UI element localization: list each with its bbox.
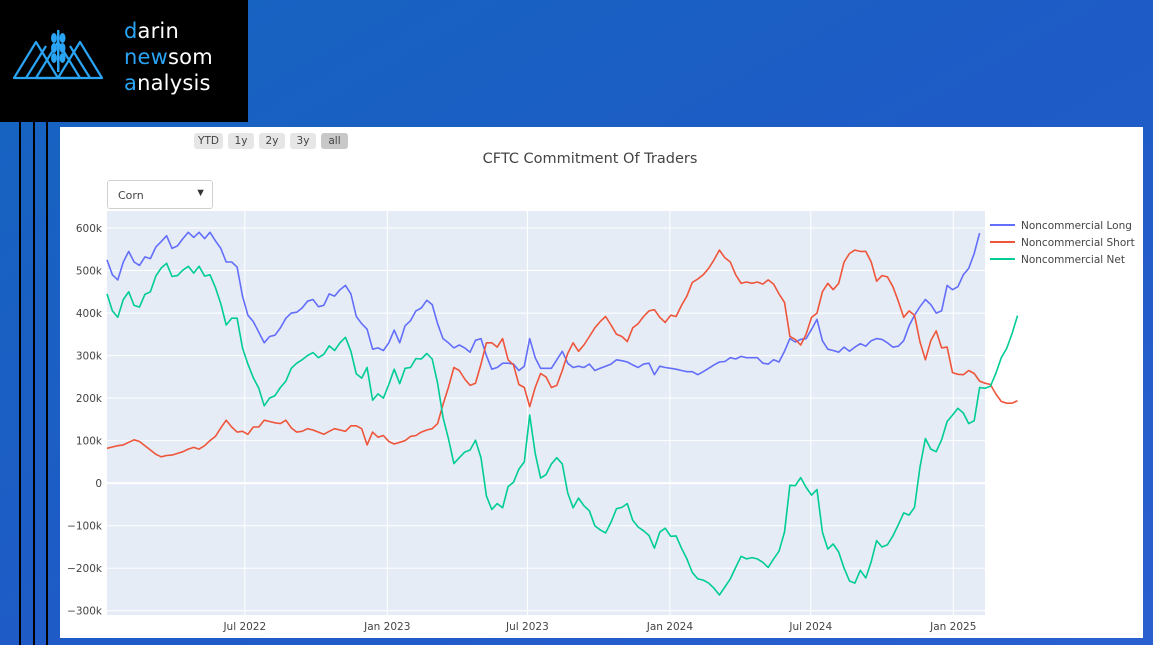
brand-logo: darin newsom analysis bbox=[0, 0, 248, 122]
y-tick-label: 200k bbox=[76, 393, 103, 405]
chart-title: CFTC Commitment Of Traders bbox=[482, 151, 698, 167]
legend-label[interactable]: Noncommercial Short bbox=[1021, 237, 1135, 249]
series-line[interactable] bbox=[106, 262, 1019, 596]
chart-panel: YTD 1y 2y 3y all CFTC Commitment Of Trad… bbox=[60, 127, 1143, 638]
x-tick-label: Jul 2023 bbox=[505, 621, 549, 633]
legend-label[interactable]: Noncommercial Net bbox=[1021, 254, 1125, 266]
dropdown-selected-value: Corn bbox=[118, 189, 144, 202]
y-tick-label: 400k bbox=[76, 308, 103, 320]
y-tick-label: 0 bbox=[95, 478, 102, 490]
x-tick-label: Jan 2024 bbox=[646, 621, 694, 633]
range-button-2y[interactable]: 2y bbox=[259, 133, 285, 149]
range-button-3y[interactable]: 3y bbox=[290, 133, 316, 149]
brand-wordmark: darin newsom analysis bbox=[124, 19, 213, 95]
y-tick-label: 300k bbox=[76, 351, 103, 363]
y-tick-label: 100k bbox=[76, 436, 103, 448]
series-line[interactable] bbox=[106, 231, 981, 376]
x-tick-label: Jan 2023 bbox=[363, 621, 410, 633]
caret-down-icon: ▼ bbox=[195, 187, 206, 199]
range-button-1y[interactable]: 1y bbox=[228, 133, 254, 149]
y-tick-label: −300k bbox=[67, 606, 103, 618]
x-tick-label: Jul 2022 bbox=[222, 621, 266, 633]
y-tick-label: 600k bbox=[76, 223, 103, 235]
range-button-ytd[interactable]: YTD bbox=[194, 133, 223, 149]
line-chart[interactable]: 600k 500k 400k 300k 200k 100k 0 −100k −200k −300k… bbox=[60, 127, 1143, 638]
left-stripe bbox=[19, 122, 21, 645]
series-line[interactable] bbox=[106, 249, 1018, 458]
x-tick-label: Jan 2025 bbox=[929, 621, 976, 633]
range-button-all[interactable]: all bbox=[321, 133, 348, 149]
plot-area bbox=[107, 211, 985, 615]
left-stripe bbox=[46, 122, 48, 645]
y-tick-label: 500k bbox=[76, 266, 103, 278]
legend-label[interactable]: Noncommercial Long bbox=[1021, 220, 1132, 232]
commodity-dropdown[interactable]: Corn ▼ bbox=[107, 180, 213, 209]
left-stripe bbox=[33, 122, 35, 645]
y-tick-label: −200k bbox=[67, 563, 103, 575]
mountain-logo-icon bbox=[12, 30, 104, 80]
y-tick-label: −100k bbox=[67, 521, 103, 533]
x-tick-label: Jul 2024 bbox=[788, 621, 832, 633]
